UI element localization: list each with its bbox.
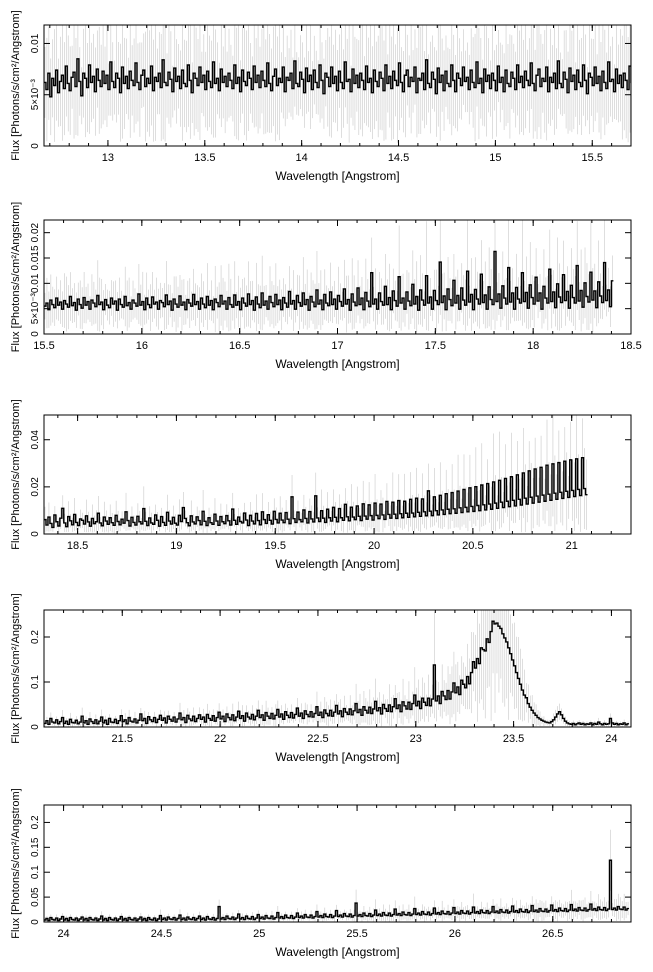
x-tick-label: 24 xyxy=(57,928,69,940)
spectrum-histogram-line xyxy=(44,58,631,98)
x-tick-label: 22 xyxy=(214,733,226,745)
spectrum-panel-3: 18.5 19 19.5 20 20.5 21 0 0.02 0.04 Wavelength [A… xyxy=(10,399,632,571)
x-tick-label: 13 xyxy=(102,152,114,164)
x-tick-label: 13.5 xyxy=(194,152,215,164)
x-tick-label: 23.5 xyxy=(503,733,524,745)
x-tick-label: 17 xyxy=(331,340,343,352)
x-tick-label: 22.5 xyxy=(307,733,328,745)
spectrum-histogram-line xyxy=(44,620,630,726)
y-axis-title: Flux [Photons/s/cm²/Angstrom] xyxy=(10,202,22,352)
y-axis-title: Flux [Photons/s/cm²/Angstrom] xyxy=(10,593,22,743)
spectrum-panel-1: 13 13.5 14 14.5 15 15.5 0 5×10⁻³ 0.01 Wavelength … xyxy=(10,10,632,183)
y-tick-label: 0.05 xyxy=(30,887,41,907)
y-tick-label: 0.1 xyxy=(30,865,41,879)
x-tick-label: 24.5 xyxy=(151,928,172,940)
y-tick-label: 0 xyxy=(30,724,41,730)
x-tick-label: 14 xyxy=(296,152,308,164)
y-tick-label: 0.02 xyxy=(30,222,41,242)
spectrum-panel-4: 21.5 22 22.5 23 23.5 24 0 0.1 0.2 Wavelength [Ang… xyxy=(10,593,632,764)
x-tick-label: 21.5 xyxy=(112,733,133,745)
x-tick-label: 14.5 xyxy=(388,152,409,164)
x-tick-label: 15.5 xyxy=(582,152,603,164)
x-tick-label: 26 xyxy=(449,928,461,940)
plot-area xyxy=(44,610,630,727)
x-tick-label: 16 xyxy=(136,340,148,352)
y-tick-label: 0.1 xyxy=(30,675,41,689)
spectrum-histogram-line xyxy=(44,250,614,311)
x-tick-label: 15.5 xyxy=(33,340,54,352)
plot-area xyxy=(44,415,588,534)
x-tick-label: 25.5 xyxy=(346,928,367,940)
spectrum-panel-5: 24 24.5 25 25.5 26 26.5 0 0.05 0.1 0.15 0.2 Wavelen… xyxy=(10,788,632,959)
x-tick-label: 23 xyxy=(410,733,422,745)
y-tick-label: 0.15 xyxy=(30,837,41,857)
y-tick-label: 0 xyxy=(30,531,41,537)
y-tick-label: 5×10⁻³ xyxy=(30,78,41,110)
y-tick-label: 5×10⁻³ xyxy=(30,292,41,324)
x-axis-title: Wavelength [Angstrom] xyxy=(275,750,399,764)
y-tick-label: 0.01 xyxy=(30,33,41,53)
x-tick-label: 18.5 xyxy=(620,340,641,352)
x-tick-label: 19.5 xyxy=(265,540,286,552)
y-tick-label: 0.2 xyxy=(30,630,41,644)
x-tick-label: 19 xyxy=(170,540,182,552)
x-axis-title: Wavelength [Angstrom] xyxy=(275,169,399,183)
x-tick-label: 16.5 xyxy=(229,340,250,352)
spectrum-histogram-line xyxy=(44,859,630,922)
x-tick-label: 15 xyxy=(489,152,501,164)
y-tick-label: 0.02 xyxy=(30,477,41,497)
x-axis-title: Wavelength [Angstrom] xyxy=(275,357,399,371)
x-axis-title: Wavelength [Angstrom] xyxy=(275,557,399,571)
y-tick-label: 0.015 xyxy=(30,245,41,270)
x-tick-label: 24 xyxy=(605,733,617,745)
y-axis-title: Flux [Photons/s/cm²/Angstrom] xyxy=(10,10,22,160)
x-axis-title: Wavelength [Angstrom] xyxy=(275,945,399,959)
y-tick-label: 0 xyxy=(30,143,41,149)
x-tick-label: 21 xyxy=(566,540,578,552)
plot-frame xyxy=(43,24,632,147)
y-tick-label: 0.04 xyxy=(30,430,41,450)
plot-frame xyxy=(43,804,632,923)
x-tick-label: 25 xyxy=(253,928,265,940)
plot-area xyxy=(44,25,631,143)
x-tick-label: 18.5 xyxy=(67,540,88,552)
y-tick-label: 0.2 xyxy=(30,815,41,829)
y-tick-label: 0 xyxy=(30,331,41,337)
plot-frame xyxy=(43,414,632,535)
x-tick-label: 18 xyxy=(527,340,539,352)
x-tick-label: 26.5 xyxy=(542,928,563,940)
x-tick-label: 17.5 xyxy=(425,340,446,352)
plot-frame xyxy=(43,219,632,335)
plot-area xyxy=(44,220,614,333)
x-tick-label: 20 xyxy=(368,540,380,552)
x-tick-label: 20.5 xyxy=(462,540,483,552)
spectrum-histogram-line xyxy=(44,456,588,529)
y-tick-label: 0.01 xyxy=(30,273,41,293)
y-axis-title: Flux [Photons/s/cm²/Angstrom] xyxy=(10,399,22,549)
y-axis-title: Flux [Photons/s/cm²/Angstrom] xyxy=(10,788,22,938)
plot-area xyxy=(44,829,630,922)
y-tick-label: 0 xyxy=(30,919,41,925)
spectrum-panel-2: 15.5 16 16.5 17 17.5 18 18.5 0 5×10⁻³0.01 0.015 0.… xyxy=(10,202,642,371)
